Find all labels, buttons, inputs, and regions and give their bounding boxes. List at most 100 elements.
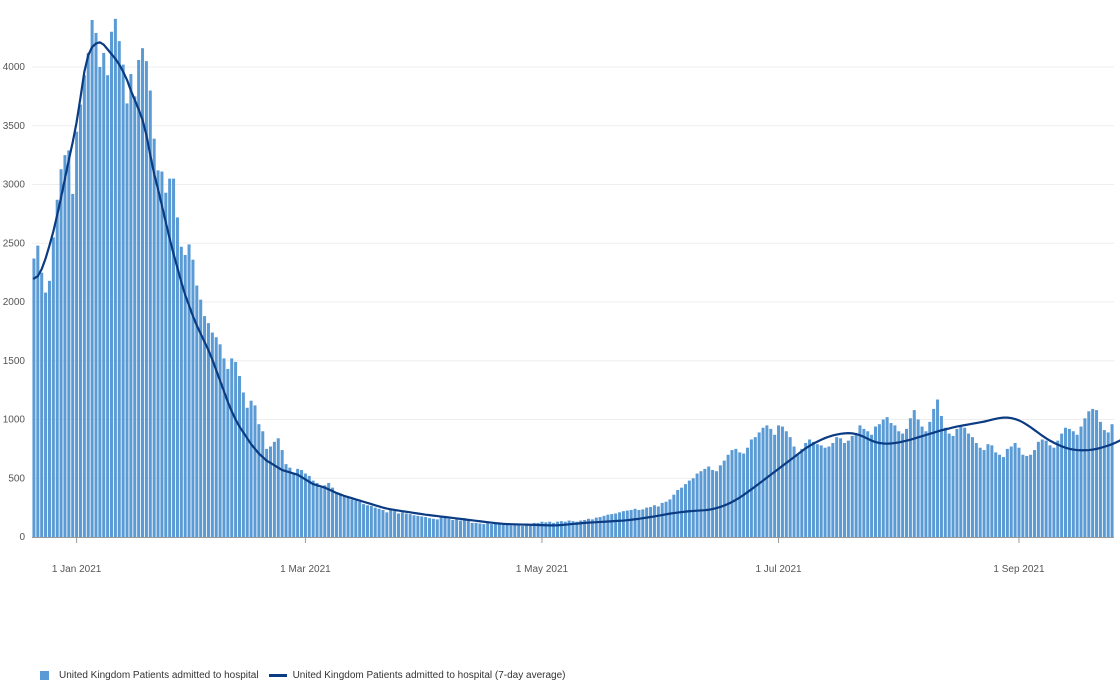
bar[interactable] [858,425,862,538]
bar[interactable] [811,441,815,537]
bar[interactable] [625,510,629,537]
bar[interactable] [133,96,137,538]
bar[interactable] [94,32,98,538]
bar[interactable] [734,448,738,538]
bar[interactable] [932,408,936,537]
bar[interactable] [222,358,226,537]
bar[interactable] [784,431,788,537]
bar[interactable] [831,443,835,537]
bar[interactable] [777,425,781,538]
bar[interactable] [850,435,854,537]
bar[interactable] [870,434,874,537]
bar[interactable] [1056,440,1060,537]
bar[interactable] [362,504,366,537]
bar[interactable] [788,437,792,538]
bar[interactable] [881,419,885,538]
bar[interactable] [695,473,699,537]
bar[interactable] [1009,446,1013,537]
bar[interactable] [1083,418,1087,537]
bar[interactable] [1001,457,1005,537]
bar[interactable] [955,428,959,537]
bar[interactable] [478,523,482,537]
bar[interactable] [691,478,695,537]
bar[interactable] [800,448,804,538]
bar[interactable] [1040,439,1044,537]
bar[interactable] [44,292,48,537]
bar[interactable] [179,246,183,537]
bar[interactable] [385,512,389,537]
bar[interactable] [334,492,338,537]
bar[interactable] [253,405,257,537]
bar[interactable] [947,433,951,537]
bar[interactable] [144,61,148,538]
bar[interactable] [164,192,168,538]
bar[interactable] [974,443,978,537]
bar[interactable] [1044,440,1048,537]
bar[interactable] [618,512,622,537]
bar[interactable] [513,524,517,537]
bar[interactable] [462,518,466,537]
bar[interactable] [288,467,292,537]
bar[interactable] [98,67,102,537]
average-line[interactable] [32,41,1120,527]
bar[interactable] [555,521,559,537]
bar[interactable] [1064,427,1068,537]
bar[interactable] [1087,411,1091,537]
bar[interactable] [528,524,532,537]
bar[interactable] [990,445,994,537]
bar[interactable] [928,421,932,537]
bar[interactable] [548,521,552,537]
bar[interactable] [148,90,152,538]
bar[interactable] [672,494,676,537]
bar[interactable] [354,500,358,537]
bar[interactable] [230,358,234,537]
bar[interactable] [823,447,827,537]
bar[interactable] [67,150,71,537]
bar[interactable] [668,499,672,537]
bar[interactable] [1013,443,1017,537]
bar[interactable] [637,509,641,537]
bar[interactable] [396,513,400,538]
bar[interactable] [583,519,587,537]
bar[interactable] [389,509,393,537]
bar[interactable] [649,507,653,537]
bar[interactable] [587,518,591,537]
bar[interactable] [59,169,63,538]
bar[interactable] [621,511,625,537]
bar[interactable] [1106,432,1110,537]
bar[interactable] [1048,445,1052,537]
bar[interactable] [237,376,241,537]
bar[interactable] [451,519,455,537]
bar[interactable] [726,454,730,537]
bar[interactable] [901,433,905,537]
bar[interactable] [303,473,307,537]
bar[interactable] [466,520,470,537]
bar[interactable] [1098,421,1102,537]
bar[interactable] [129,74,133,538]
bar[interactable] [141,48,145,537]
bar[interactable] [381,509,385,537]
bar[interactable] [885,417,889,537]
bar[interactable] [796,454,800,537]
bar[interactable] [897,431,901,537]
bar[interactable] [835,437,839,538]
bar[interactable] [839,438,843,537]
bar[interactable] [113,18,117,537]
bar[interactable] [517,524,521,537]
bar[interactable] [191,259,195,537]
bar[interactable] [455,519,459,538]
bar[interactable] [284,464,288,537]
bar[interactable] [497,524,501,537]
bar[interactable] [342,495,346,538]
bar[interactable] [936,399,940,537]
bar[interactable] [908,418,912,537]
bar[interactable] [214,337,218,537]
bar[interactable] [714,471,718,537]
bar[interactable] [47,280,51,537]
bar[interactable] [982,450,986,537]
bar[interactable] [78,104,82,537]
bar[interactable] [245,407,249,537]
bar[interactable] [160,171,164,537]
bar[interactable] [641,509,645,537]
bar[interactable] [210,332,214,537]
